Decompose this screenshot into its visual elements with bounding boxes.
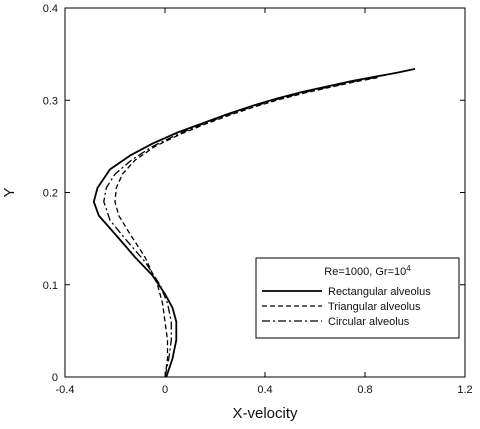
legend-box	[255, 257, 460, 339]
y-tick-label: 0.1	[43, 280, 58, 292]
y-tick-label: 0	[52, 372, 58, 384]
legend: Re=1000, Gr=104 Rectangular alveolus Tria…	[255, 257, 460, 339]
legend-title: Re=1000, Gr=104	[324, 264, 411, 278]
y-tick-label: 0.2	[43, 188, 58, 200]
series-line-1	[92, 68, 416, 378]
axis-ticks: -0.4 0 0.4 0.8 1.200.10.20.30.4	[43, 3, 473, 396]
legend-items: Rectangular alveolus Triangular alveolus C…	[262, 286, 431, 328]
legend-title-superscript: 4	[406, 264, 411, 273]
y-tick-label: 0.3	[43, 95, 58, 107]
series-line-3	[103, 76, 378, 378]
x-tick-label: 0.4	[257, 384, 272, 396]
series-layer	[92, 68, 416, 378]
x-tick-label: 0.8	[357, 384, 372, 396]
x-tick-label: -0.4	[56, 384, 75, 396]
x-tick-label: 1.2	[457, 384, 472, 396]
y-tick-label: 0.4	[43, 3, 58, 15]
legend-label-3: Circular alveolus	[328, 316, 410, 328]
legend-label-2: Triangular alveolus	[328, 301, 421, 313]
x-tick-label: 0	[162, 384, 168, 396]
y-axis-label: Y	[1, 187, 18, 197]
x-axis-label: X-velocity	[232, 405, 298, 422]
legend-title-base: Re=1000, Gr=10	[324, 266, 406, 278]
legend-label-1: Rectangular alveolus	[328, 286, 431, 298]
